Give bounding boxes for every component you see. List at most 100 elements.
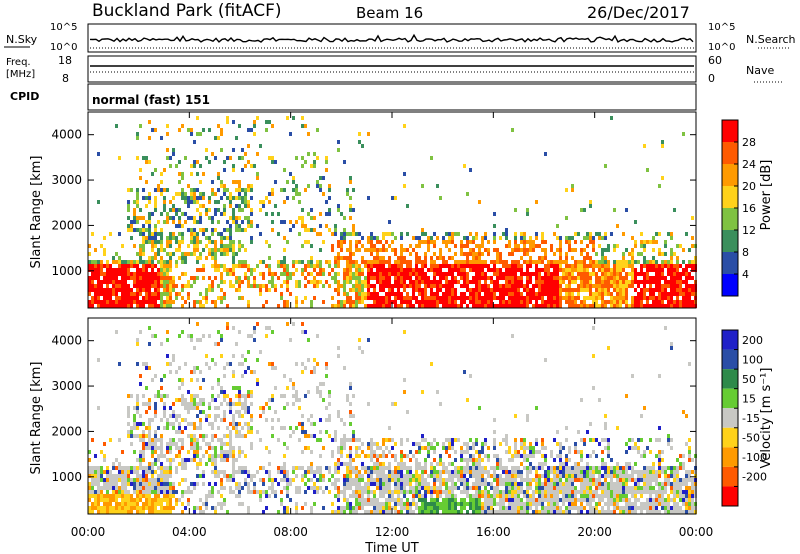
- power-cell: [214, 304, 217, 308]
- velocity-cell: [433, 502, 436, 506]
- power-cell: [238, 184, 241, 188]
- power-cell: [463, 252, 466, 256]
- velocity-cell: [547, 486, 550, 490]
- power-cell: [508, 272, 511, 276]
- power-cell: [169, 156, 172, 160]
- power-cell: [466, 240, 469, 244]
- power-cell: [169, 260, 172, 264]
- power-cell: [583, 264, 586, 268]
- power-cell: [232, 240, 235, 244]
- power-cell: [91, 304, 94, 308]
- power-cell: [286, 180, 289, 184]
- velocity-cell: [388, 482, 391, 486]
- velocity-cell: [424, 486, 427, 490]
- power-cell: [349, 296, 352, 300]
- velocity-cell: [112, 474, 115, 478]
- power-cell: [145, 280, 148, 284]
- velocity-cell: [148, 502, 151, 506]
- velocity-cell: [304, 434, 307, 438]
- velocity-cell: [145, 498, 148, 502]
- velocity-cell: [370, 478, 373, 482]
- velocity-cell: [292, 386, 295, 390]
- power-cell: [286, 280, 289, 284]
- power-cell: [142, 264, 145, 268]
- velocity-cell: [223, 390, 226, 394]
- power-cell: [619, 304, 622, 308]
- power-cell: [529, 292, 532, 296]
- power-cell: [448, 272, 451, 276]
- power-cell: [661, 144, 664, 148]
- power-cell: [352, 260, 355, 264]
- power-cell: [670, 304, 673, 308]
- power-cell: [454, 280, 457, 284]
- velocity-cell: [124, 498, 127, 502]
- velocity-cell: [247, 482, 250, 486]
- power-cell: [556, 296, 559, 300]
- power-cell: [604, 268, 607, 272]
- velocity-cell: [343, 434, 346, 438]
- velocity-cell: [178, 450, 181, 454]
- power-cell: [178, 224, 181, 228]
- power-cell: [550, 264, 553, 268]
- power-cell: [643, 284, 646, 288]
- power-cell: [505, 304, 508, 308]
- velocity-cell: [148, 490, 151, 494]
- velocity-cell: [277, 438, 280, 442]
- power-cell: [433, 304, 436, 308]
- velocity-cell: [493, 466, 496, 470]
- power-cell: [304, 276, 307, 280]
- power-cell: [448, 296, 451, 300]
- velocity-cell: [238, 394, 241, 398]
- velocity-cell: [484, 482, 487, 486]
- power-cell: [388, 260, 391, 264]
- power-cell: [655, 288, 658, 292]
- power-cell: [142, 276, 145, 280]
- velocity-cell: [214, 362, 217, 366]
- power-cell: [517, 276, 520, 280]
- velocity-cell: [103, 454, 106, 458]
- velocity-cell: [145, 494, 148, 498]
- power-cell: [88, 264, 91, 268]
- velocity-cell: [400, 458, 403, 462]
- power-cell: [475, 300, 478, 304]
- velocity-cell: [97, 498, 100, 502]
- power-cell: [505, 236, 508, 240]
- velocity-cell: [292, 394, 295, 398]
- velocity-cell: [136, 406, 139, 410]
- velocity-cell: [151, 502, 154, 506]
- power-cell: [343, 232, 346, 236]
- power-cell: [130, 276, 133, 280]
- velocity-cell: [316, 486, 319, 490]
- power-cell: [226, 268, 229, 272]
- power-cell: [571, 288, 574, 292]
- velocity-cell: [469, 474, 472, 478]
- velocity-cell: [349, 410, 352, 414]
- power-cell: [196, 240, 199, 244]
- power-cell: [457, 296, 460, 300]
- power-cell: [238, 208, 241, 212]
- velocity-cell: [169, 458, 172, 462]
- power-cell: [544, 288, 547, 292]
- power-cell: [439, 276, 442, 280]
- power-cell: [214, 256, 217, 260]
- velocity-cell: [286, 494, 289, 498]
- power-cell: [115, 260, 118, 264]
- velocity-cell: [427, 502, 430, 506]
- power-cell: [601, 292, 604, 296]
- power-cell: [103, 304, 106, 308]
- velocity-cell: [520, 438, 523, 442]
- power-cell: [271, 284, 274, 288]
- velocity-cell: [241, 406, 244, 410]
- power-cell: [421, 300, 424, 304]
- velocity-cell: [346, 478, 349, 482]
- power-cell: [370, 248, 373, 252]
- velocity-cell: [166, 394, 169, 398]
- power-cell: [238, 260, 241, 264]
- velocity-cell: [541, 462, 544, 466]
- velocity-cell: [430, 502, 433, 506]
- power-cell: [562, 296, 565, 300]
- velocity-cell: [472, 502, 475, 506]
- velocity-cell: [286, 470, 289, 474]
- power-cell: [148, 232, 151, 236]
- power-cell: [130, 300, 133, 304]
